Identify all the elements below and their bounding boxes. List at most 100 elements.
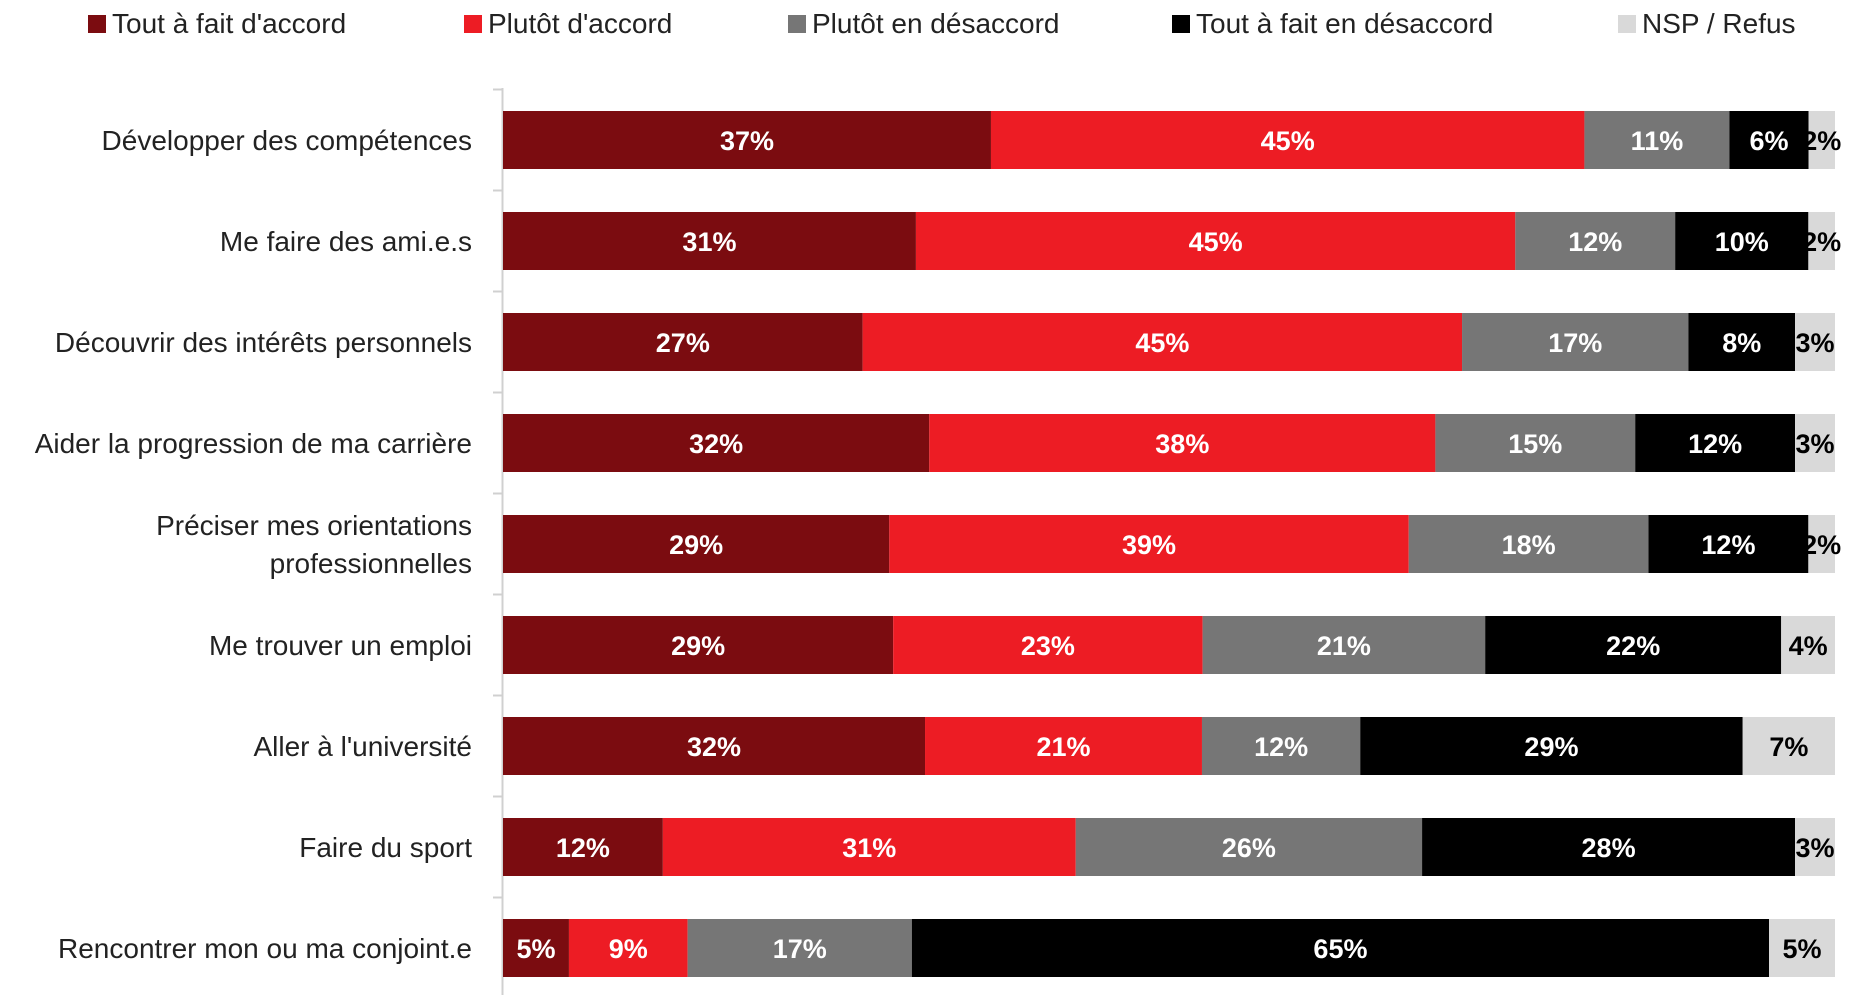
data-label: 31%: [682, 227, 736, 257]
legend-swatch: [788, 15, 806, 33]
data-label: 26%: [1222, 833, 1276, 863]
bar-segment-nsp-refus: [1769, 919, 1835, 977]
data-label: 17%: [773, 934, 827, 964]
data-label: 8%: [1722, 328, 1761, 358]
data-label: 12%: [1701, 530, 1755, 560]
bar-segment-plutot-en-desaccord: [1435, 414, 1636, 472]
chart-legend: Tout à fait d'accord Plutôt d'accord Plutô…: [0, 0, 1852, 50]
bar-segment-plutot-en-desaccord: [687, 919, 912, 977]
bar-segment-plutot-d-accord: [889, 515, 1409, 573]
bar-segment-tout-a-fait-d-accord: [503, 818, 663, 876]
data-label: 29%: [1524, 732, 1578, 762]
legend-item-plutot-en-desaccord: Plutôt en désaccord: [788, 8, 1060, 40]
legend-label: Tout à fait en désaccord: [1196, 8, 1494, 39]
data-label: 21%: [1317, 631, 1371, 661]
data-label: 2%: [1802, 126, 1841, 156]
data-label: 22%: [1606, 631, 1660, 661]
data-label: 11%: [1631, 126, 1684, 156]
data-label: 5%: [516, 934, 555, 964]
category-label-line: Rencontrer mon ou ma conjoint.e: [58, 933, 472, 964]
data-label: 2%: [1802, 530, 1841, 560]
bar-segment-plutot-en-desaccord: [1584, 111, 1730, 169]
data-label: 10%: [1715, 227, 1769, 257]
bar-segment-plutot-d-accord: [915, 212, 1516, 270]
category-label: Découvrir des intérêts personnels: [55, 327, 472, 358]
bar-segment-tout-a-fait-d-accord: [503, 919, 569, 977]
bar-segment-plutot-en-desaccord: [1515, 212, 1676, 270]
bar-segment-plutot-d-accord: [925, 717, 1202, 775]
category-label-line: Préciser mes orientations: [156, 510, 472, 541]
bar-segment-nsp-refus: [1781, 616, 1835, 674]
data-label: 9%: [609, 934, 648, 964]
data-label: 6%: [1750, 126, 1789, 156]
bar-segment-tout-a-fait-en-desaccord: [1729, 111, 1809, 169]
data-label: 65%: [1313, 934, 1367, 964]
bar-segment-tout-a-fait-en-desaccord: [1360, 717, 1743, 775]
data-label: 39%: [1122, 530, 1176, 560]
bar-segment-tout-a-fait-d-accord: [503, 616, 894, 674]
category-label: Préciser mes orientations professionnelle…: [156, 510, 472, 579]
category-label-line: Aller à l'université: [253, 731, 472, 762]
legend-label: Plutôt d'accord: [488, 8, 673, 39]
legend-item-nsp-refus: NSP / Refus: [1618, 8, 1796, 40]
category-label: Développer des compétences: [102, 125, 472, 156]
bar-segment-tout-a-fait-d-accord: [503, 515, 890, 573]
data-label: 12%: [1568, 227, 1622, 257]
data-label: 45%: [1135, 328, 1189, 358]
legend-swatch: [1172, 15, 1190, 33]
data-label: 37%: [720, 126, 774, 156]
data-label: 27%: [656, 328, 710, 358]
bar-segment-plutot-en-desaccord: [1462, 313, 1689, 371]
category-label-line: Me trouver un emploi: [209, 630, 472, 661]
data-label: 45%: [1189, 227, 1243, 257]
bar-segment-tout-a-fait-d-accord: [503, 111, 991, 169]
bar-segment-plutot-d-accord: [929, 414, 1436, 472]
data-label: 17%: [1548, 328, 1602, 358]
bar-segment-tout-a-fait-en-desaccord: [911, 919, 1770, 977]
category-label: Aller à l'université: [253, 731, 472, 762]
data-label: 29%: [669, 530, 723, 560]
bar-segment-plutot-d-accord: [568, 919, 688, 977]
legend-label: Plutôt en désaccord: [812, 8, 1060, 39]
bar-segment-plutot-en-desaccord: [1075, 818, 1423, 876]
data-label: 3%: [1796, 328, 1835, 358]
legend-swatch: [464, 15, 482, 33]
legend-swatch: [1618, 15, 1636, 33]
bar-segment-nsp-refus: [1795, 414, 1835, 472]
legend-item-plutot-d-accord: Plutôt d'accord: [464, 8, 672, 40]
bar-segment-tout-a-fait-en-desaccord: [1422, 818, 1796, 876]
data-label: 45%: [1261, 126, 1315, 156]
data-label: 21%: [1036, 732, 1090, 762]
data-label: 12%: [1254, 732, 1308, 762]
bar-segment-tout-a-fait-d-accord: [503, 414, 930, 472]
bar-segment-nsp-refus: [1808, 212, 1835, 270]
bar-segment-tout-a-fait-en-desaccord: [1635, 414, 1796, 472]
bar-segment-tout-a-fait-d-accord: [503, 313, 863, 371]
bar-segment-tout-a-fait-en-desaccord: [1688, 313, 1796, 371]
category-label: Faire du sport: [299, 832, 472, 863]
category-label-line: Découvrir des intérêts personnels: [55, 327, 472, 358]
category-label-line: Me faire des ami.e.s: [220, 226, 472, 257]
category-label: Me faire des ami.e.s: [220, 226, 472, 257]
bar-segment-tout-a-fait-d-accord: [503, 212, 916, 270]
bar-segment-plutot-d-accord: [990, 111, 1585, 169]
category-label: Aider la progression de ma carrière: [35, 428, 472, 459]
data-label: 12%: [1688, 429, 1742, 459]
legend-swatch: [88, 15, 106, 33]
data-label: 3%: [1796, 429, 1835, 459]
category-label: Rencontrer mon ou ma conjoint.e: [58, 933, 472, 964]
bar-segment-plutot-en-desaccord: [1408, 515, 1649, 573]
category-label-line: Développer des compétences: [102, 125, 472, 156]
legend-label: NSP / Refus: [1642, 8, 1796, 39]
data-label: 38%: [1155, 429, 1209, 459]
category-label: Me trouver un emploi: [209, 630, 472, 661]
bar-segment-plutot-en-desaccord: [1201, 717, 1361, 775]
bar-segment-nsp-refus: [1808, 111, 1835, 169]
data-label: 3%: [1796, 833, 1835, 863]
data-label: 4%: [1789, 631, 1828, 661]
bar-segment-tout-a-fait-d-accord: [503, 717, 926, 775]
data-label: 12%: [556, 833, 610, 863]
data-label: 28%: [1582, 833, 1636, 863]
data-label: 32%: [687, 732, 741, 762]
